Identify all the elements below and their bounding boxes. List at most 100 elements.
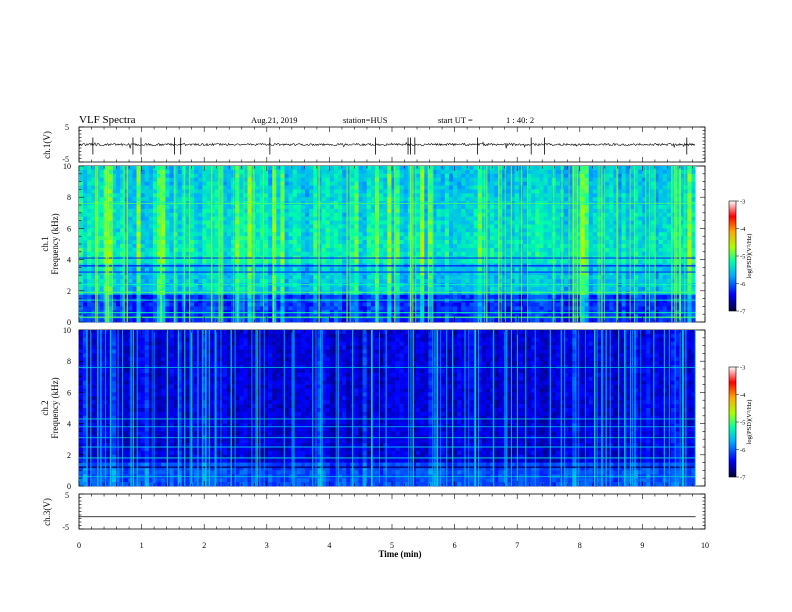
spectrogram-cell: [498, 267, 503, 272]
spectrogram-cell: [543, 185, 548, 190]
spectrogram-cell: [231, 275, 236, 280]
spectrogram-cell: [305, 220, 310, 225]
spectrogram-cell: [177, 286, 183, 292]
spectrogram-cell: [337, 166, 343, 171]
spectrogram-cell: [469, 302, 474, 307]
spectrogram-cell: [358, 294, 363, 299]
spectrogram-cell: [514, 220, 520, 225]
spectrogram-cell: [416, 185, 421, 190]
spectrogram-cell: [111, 228, 117, 233]
spectrogram-cell: [140, 185, 146, 190]
spectrogram-cell: [268, 212, 273, 217]
spectrogram-cell: [243, 302, 248, 307]
spectrogram-cell: [214, 181, 220, 186]
spectrogram-cell: [333, 169, 339, 175]
spectrogram-cell: [144, 197, 150, 202]
spectrogram-cell: [395, 224, 400, 229]
spectrogram-cell: [416, 181, 421, 186]
spectrogram-cell: [473, 247, 479, 253]
spectrogram-cell: [490, 193, 495, 198]
spectrogram-cell: [276, 232, 281, 237]
spectrogram-cell: [87, 318, 92, 323]
spectrogram-cell: [416, 208, 421, 214]
spectrogram-cell: [457, 212, 462, 217]
spectrogram-cell: [111, 169, 117, 175]
spectrogram-cell: [83, 220, 88, 225]
spectrogram-cell: [342, 271, 347, 276]
spectrogram-cell: [494, 224, 499, 229]
spectrogram-cell: [387, 185, 392, 190]
spectrogram-cell: [510, 185, 516, 190]
spectrogram-cell: [448, 318, 454, 323]
spectrogram-cell: [128, 169, 133, 175]
spectrogram-cell: [107, 173, 113, 178]
spectrogram-cell: [210, 232, 215, 237]
spectrogram-cell: [354, 224, 359, 229]
spectrogram-cell: [411, 247, 417, 253]
spectrogram-cell: [564, 212, 569, 217]
spectrogram-cell: [543, 318, 548, 323]
spectrogram-cell: [387, 251, 392, 256]
spectrogram-cell: [239, 247, 244, 253]
spectrogram-cell: [305, 173, 310, 178]
spectrogram-cell: [169, 212, 174, 217]
spectrogram-cell: [309, 224, 314, 229]
spectrogram-cell: [120, 212, 125, 217]
spectrogram-cell: [124, 228, 129, 233]
spectrogram-cell: [140, 220, 146, 225]
spectrogram-cell: [296, 294, 302, 299]
spectrogram-cell: [522, 294, 528, 299]
spectrogram-cell: [321, 193, 326, 198]
spectrogram-cell: [510, 286, 516, 292]
spectrogram-cell: [432, 247, 437, 253]
spectrogram-cell: [132, 318, 137, 323]
spectrogram-cell: [543, 294, 548, 299]
spectrogram-cell: [247, 275, 252, 280]
spectrogram-cell: [124, 232, 129, 237]
spectrogram-cell: [140, 232, 146, 237]
spectrogram-cell: [202, 208, 207, 214]
spectrogram-cell: [350, 189, 355, 194]
spectrogram-cell: [325, 302, 331, 307]
spectrogram-cell: [391, 286, 396, 292]
spectrogram-cell: [506, 286, 511, 292]
spectrogram-cell: [436, 286, 442, 292]
spectrogram-cell: [473, 216, 479, 221]
spectrogram-cell: [576, 169, 581, 175]
spectrogram-cell: [309, 279, 314, 284]
spectrogram-cell: [268, 197, 273, 202]
spectrogram-cell: [379, 173, 384, 178]
spectrogram-cell: [473, 205, 479, 210]
spectrogram-cell: [99, 197, 104, 202]
spectrogram-cell: [140, 173, 146, 178]
spectrogram-cell: [276, 228, 281, 233]
spectrogram-cell: [226, 283, 232, 288]
spectrogram-cell: [416, 189, 421, 194]
spectrogram-cell: [321, 169, 326, 175]
spectrogram-cell: [457, 267, 462, 272]
spectrogram-cell: [276, 197, 281, 202]
spectrogram-cell: [436, 314, 442, 319]
spectrogram-cell: [411, 220, 417, 225]
spectrogram-cell: [342, 232, 347, 237]
spectrogram-cell: [140, 279, 146, 284]
spectrogram-cell: [177, 181, 183, 186]
spectrogram-cell: [206, 259, 211, 264]
spectrogram-cell: [276, 193, 281, 198]
spectrogram-cell: [169, 267, 174, 272]
spectrogram-cell: [354, 169, 359, 175]
spectrogram-cell: [514, 294, 520, 299]
spectrogram-cell: [535, 173, 540, 178]
spectrogram-cell: [292, 228, 298, 233]
spectrogram-cell: [148, 236, 154, 241]
spectrogram-cell: [99, 240, 104, 245]
spectrogram-cell: [132, 169, 137, 175]
spectrogram-cell: [132, 212, 137, 217]
spectrogram-cell: [568, 224, 573, 229]
spectrogram-cell: [481, 166, 487, 171]
spectrogram-cell: [453, 166, 458, 171]
spectrogram-cell: [333, 283, 339, 288]
spectrogram-cell: [444, 173, 450, 178]
spectrogram-cell: [469, 259, 474, 264]
spectrogram-cell: [152, 169, 158, 175]
